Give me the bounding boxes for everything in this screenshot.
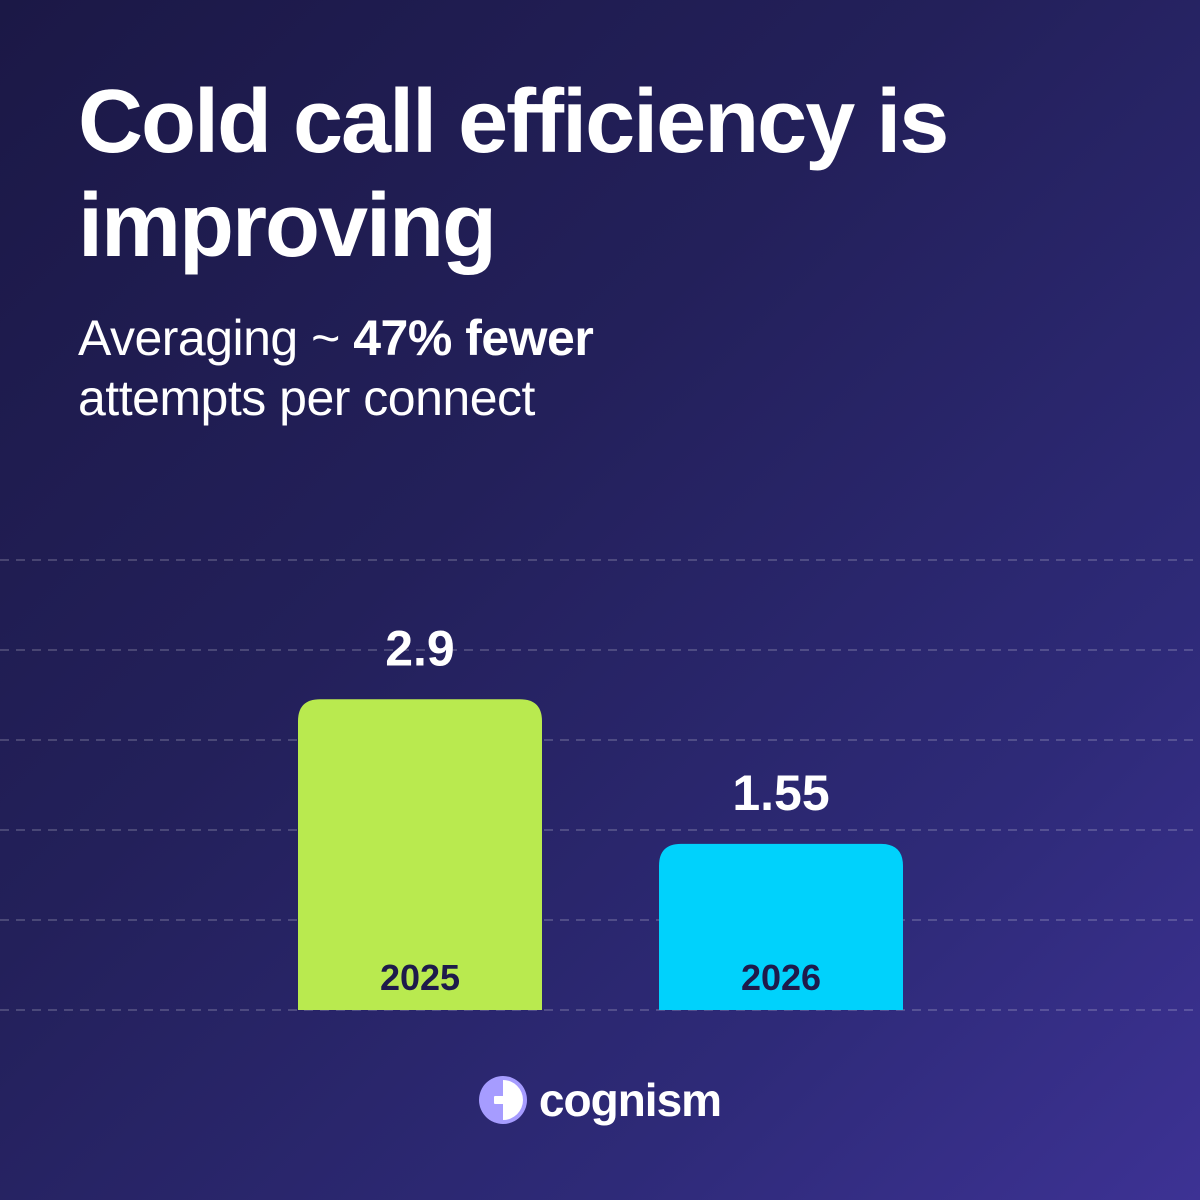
cognism-logo-icon [478,1076,527,1124]
bar-category-label: 2025 [380,957,460,998]
bar-2025 [298,699,542,1010]
brand-name: cognism [538,1074,722,1126]
chart-title: Cold call efficiency is improving [78,72,949,276]
gridlines [0,559,1200,1011]
bar-2026 [659,843,903,1010]
bar-category-label: 2026 [741,957,821,998]
bar-value-label: 2.9 [385,620,455,676]
brand-logo: cognism [0,1070,1200,1130]
subtitle-prefix: Averaging ~ [78,310,354,366]
subtitle-suffix: attempts per connect [78,370,535,426]
bar-value-label: 1.55 [732,765,829,821]
subtitle-emphasis: 47% fewer [353,310,594,366]
chart-subtitle: Averaging ~ 47% fewer attempts per connec… [78,308,878,428]
